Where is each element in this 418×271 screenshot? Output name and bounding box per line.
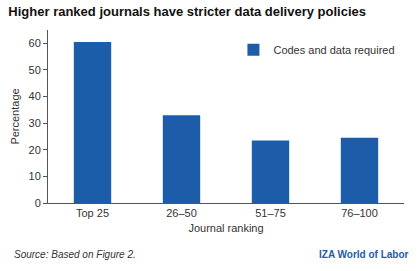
svg-text:26–50: 26–50 (166, 207, 197, 219)
svg-text:10: 10 (29, 170, 41, 182)
svg-text:Codes and data required: Codes and data required (273, 44, 394, 56)
svg-text:Percentage: Percentage (9, 88, 21, 144)
svg-text:20: 20 (29, 144, 41, 156)
svg-text:76–100: 76–100 (341, 207, 378, 219)
svg-text:40: 40 (29, 90, 41, 102)
svg-text:51–75: 51–75 (255, 207, 286, 219)
svg-text:50: 50 (29, 64, 41, 76)
svg-text:60: 60 (29, 37, 41, 49)
svg-text:0: 0 (35, 197, 41, 209)
svg-text:Higher ranked journals have st: Higher ranked journals have stricter dat… (8, 4, 366, 19)
svg-text:30: 30 (29, 117, 41, 129)
svg-text:IZA World of Labor: IZA World of Labor (319, 249, 409, 260)
svg-text:Top 25: Top 25 (76, 207, 109, 219)
svg-text:Journal ranking: Journal ranking (188, 222, 263, 234)
svg-text:Source: Based on Figure 2.: Source: Based on Figure 2. (14, 249, 136, 260)
